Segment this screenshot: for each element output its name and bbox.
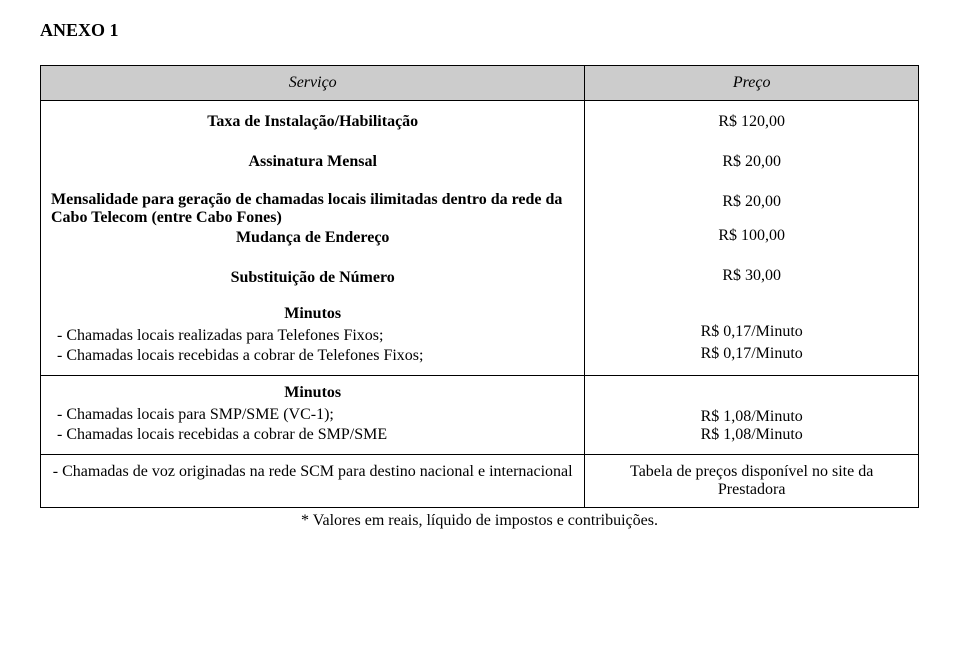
price-value: R$ 20,00 bbox=[595, 193, 908, 211]
price-value: R$ 1,08/Minuto bbox=[595, 426, 908, 444]
header-service: Serviço bbox=[41, 66, 585, 101]
price-value: R$ 0,17/Minuto bbox=[595, 323, 908, 341]
table-header-row: Serviço Preço bbox=[41, 66, 919, 101]
service-text: - Chamadas de voz originadas na rede SCM… bbox=[53, 463, 573, 480]
price-note: Tabela de preços disponível no site da P… bbox=[630, 463, 873, 498]
service-line: Substituição de Número bbox=[51, 269, 574, 287]
service-bullet: - Chamadas locais realizadas para Telefo… bbox=[57, 327, 574, 345]
price-value: R$ 20,00 bbox=[595, 153, 908, 171]
page-title: ANEXO 1 bbox=[40, 20, 919, 41]
price-value: R$ 1,08/Minuto bbox=[595, 408, 908, 426]
service-bullet: - Chamadas locais para SMP/SME (VC-1); bbox=[57, 406, 574, 424]
service-cell-smp: Minutos - Chamadas locais para SMP/SME (… bbox=[41, 376, 585, 455]
service-line: Assinatura Mensal bbox=[51, 153, 574, 171]
header-price: Preço bbox=[585, 66, 919, 101]
pricing-table: Serviço Preço Taxa de Instalação/Habilit… bbox=[40, 65, 919, 508]
service-bullet: - Chamadas locais recebidas a cobrar de … bbox=[57, 426, 574, 444]
footnote: * Valores em reais, líquido de impostos … bbox=[40, 512, 919, 530]
table-row: Minutos - Chamadas locais para SMP/SME (… bbox=[41, 376, 919, 455]
price-value: R$ 30,00 bbox=[595, 267, 908, 285]
table-row: Taxa de Instalação/Habilitação Assinatur… bbox=[41, 101, 919, 376]
service-line: Taxa de Instalação/Habilitação bbox=[51, 113, 574, 131]
minutos-heading: Minutos bbox=[51, 305, 574, 323]
service-line: Mudança de Endereço bbox=[51, 229, 574, 247]
price-value: R$ 0,17/Minuto bbox=[595, 345, 908, 363]
service-block: Mensalidade para geração de chamadas loc… bbox=[51, 191, 574, 227]
table-row: - Chamadas de voz originadas na rede SCM… bbox=[41, 455, 919, 508]
price-cell-smp: R$ 1,08/Minuto R$ 1,08/Minuto bbox=[585, 376, 919, 455]
minutos-heading: Minutos bbox=[51, 384, 574, 402]
service-cell-scm: - Chamadas de voz originadas na rede SCM… bbox=[41, 455, 585, 508]
price-cell-scm: Tabela de preços disponível no site da P… bbox=[585, 455, 919, 508]
price-value: R$ 100,00 bbox=[595, 227, 908, 245]
service-cell-main: Taxa de Instalação/Habilitação Assinatur… bbox=[41, 101, 585, 376]
service-bullet: - Chamadas locais recebidas a cobrar de … bbox=[57, 347, 574, 365]
price-cell-main: R$ 120,00 R$ 20,00 R$ 20,00 R$ 100,00 R$… bbox=[585, 101, 919, 376]
price-value: R$ 120,00 bbox=[595, 113, 908, 131]
